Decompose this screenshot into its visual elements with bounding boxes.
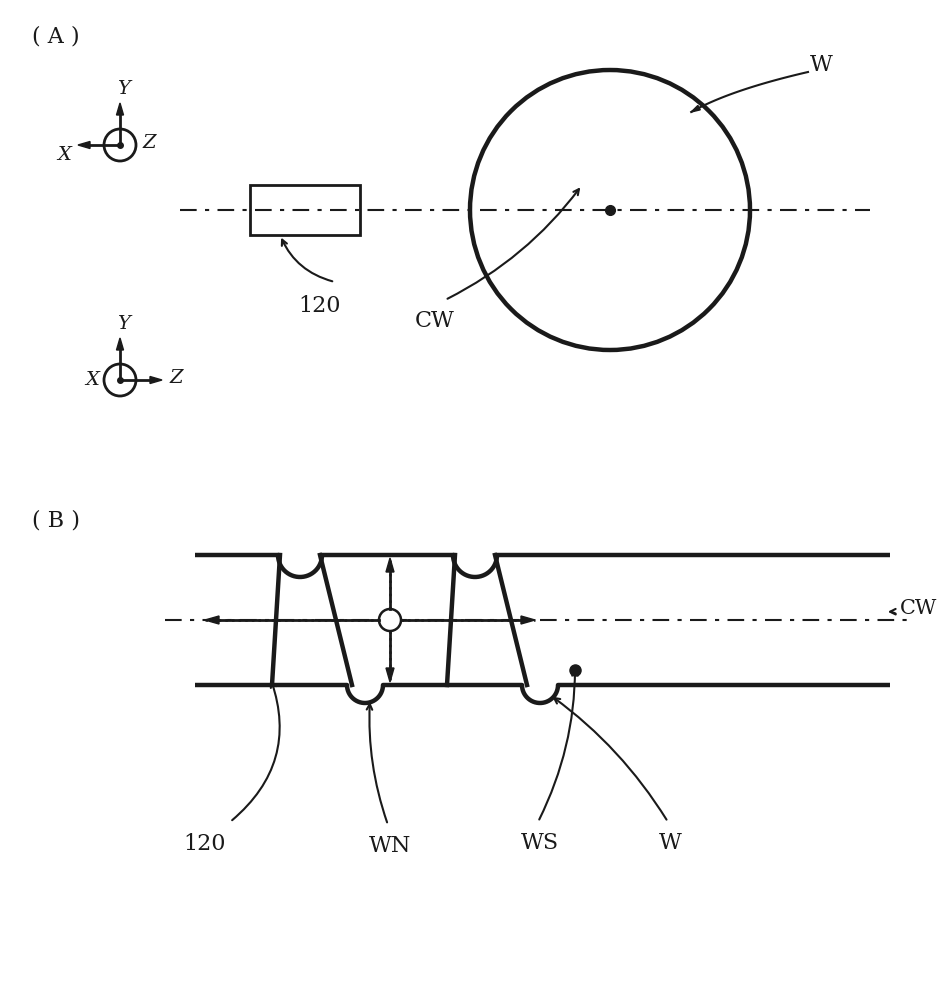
Text: W: W	[810, 54, 833, 76]
Text: Z: Z	[142, 134, 156, 152]
Polygon shape	[386, 558, 394, 572]
Text: Z: Z	[169, 369, 182, 387]
Text: CW: CW	[900, 598, 938, 617]
Circle shape	[379, 609, 401, 631]
Polygon shape	[117, 338, 124, 350]
Text: X: X	[57, 146, 71, 164]
Polygon shape	[150, 376, 162, 383]
Text: W: W	[658, 832, 681, 854]
Circle shape	[104, 129, 136, 161]
Polygon shape	[117, 103, 124, 115]
Polygon shape	[78, 141, 90, 148]
Polygon shape	[521, 616, 535, 624]
Polygon shape	[692, 105, 700, 112]
Circle shape	[104, 364, 136, 396]
Text: WN: WN	[369, 835, 411, 857]
Text: CW: CW	[415, 310, 455, 332]
Polygon shape	[205, 616, 219, 624]
Text: X: X	[86, 371, 99, 389]
Text: 120: 120	[183, 833, 226, 855]
Text: WS: WS	[521, 832, 559, 854]
Text: Y: Y	[117, 80, 129, 98]
Bar	[250, 185, 360, 235]
Polygon shape	[386, 668, 394, 682]
Text: Y: Y	[117, 315, 129, 333]
Text: 120: 120	[298, 295, 341, 317]
Text: ( A ): ( A )	[32, 25, 80, 47]
Text: ( B ): ( B )	[32, 510, 80, 532]
